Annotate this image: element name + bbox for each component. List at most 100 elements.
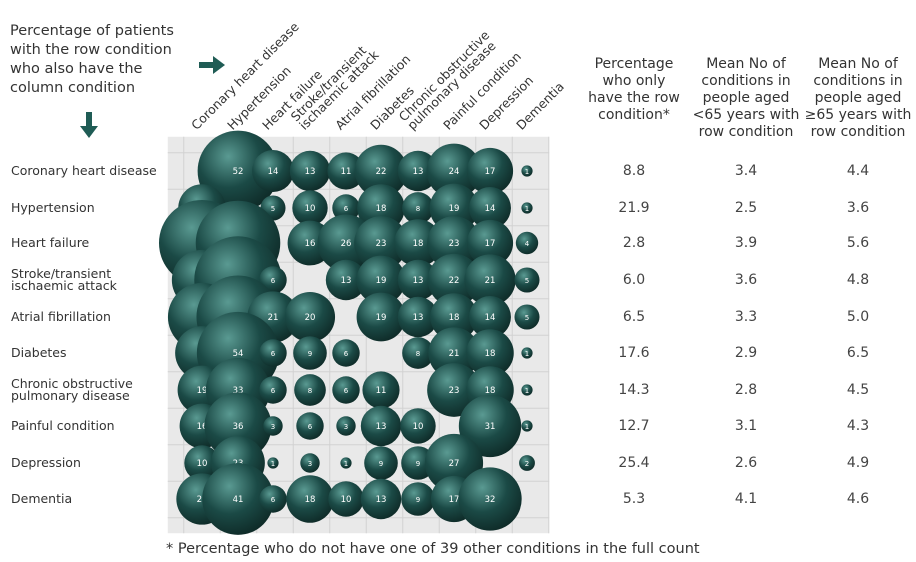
description-line: column condition: [10, 80, 136, 96]
arrow-right-icon: [199, 56, 225, 74]
stat-header-line: Percentage: [594, 56, 674, 72]
stat-value: 3.4: [734, 163, 758, 179]
bubble-value-label: 26: [341, 239, 352, 249]
bubble-value-label: 1: [271, 460, 275, 468]
bubble-value-label: 6: [344, 387, 349, 395]
stat-header-line: people aged: [702, 90, 790, 106]
bubble-value-label: 18: [485, 386, 496, 396]
bubble-value-label: 13: [413, 313, 424, 323]
bubble-value-label: 54: [233, 349, 244, 359]
bubble-mark: [356, 255, 406, 305]
stat-value: 4.1: [734, 491, 758, 507]
bubble-value-label: 21: [449, 349, 460, 359]
bubble-value-label: 32: [485, 495, 496, 505]
stat-value: 4.9: [846, 455, 870, 471]
bubble-value-label: 18: [413, 239, 424, 249]
bubble-mark: [252, 150, 294, 192]
bubble-value-label: 9: [416, 496, 420, 504]
bubble-value-label: 10: [197, 459, 208, 469]
row-label-line: Hypertension: [11, 200, 95, 215]
stat-header-line: Mean No of: [818, 56, 898, 72]
bubble-mark: [469, 296, 511, 338]
bubble-value-label: 5: [525, 314, 529, 322]
stat-value: 2.8: [622, 235, 646, 251]
bubble-value-label: 36: [233, 422, 244, 432]
bubble-mark: [325, 259, 367, 301]
bubble-mark: [354, 144, 408, 198]
stat-value: 12.7: [618, 418, 650, 434]
bubble-mark: [332, 339, 360, 367]
description-line: who also have the: [10, 61, 143, 77]
row-label: Diabetes: [11, 346, 67, 359]
bubble-mark: [402, 192, 434, 224]
row-label-line: Atrial fibrillation: [11, 309, 111, 324]
row-label-line: Heart failure: [11, 235, 90, 250]
bubble-mark: [354, 216, 408, 270]
bubble-value-label: 22: [376, 167, 387, 177]
bubble-value-label: 6: [271, 277, 276, 285]
row-label: Depression: [11, 456, 81, 469]
bubble-value-label: 6: [271, 350, 276, 358]
stat-header-line: who only: [602, 73, 666, 89]
chart-description: Percentage of patients with the row cond…: [10, 22, 210, 98]
stat-header-line: conditions in: [701, 73, 791, 89]
bubble-mark: [521, 347, 533, 359]
bubble-value-label: 18: [305, 495, 316, 505]
stat-header-line: <65 years with: [692, 107, 800, 123]
stat-value: 4.6: [846, 491, 870, 507]
bubble-value-label: 11: [376, 386, 387, 396]
bubble-value-label: 3: [344, 423, 348, 431]
bubble-mark: [259, 485, 287, 513]
bubble-mark: [394, 219, 442, 267]
bubble-mark: [427, 253, 481, 307]
bubble-value-label: 1: [525, 205, 529, 213]
stat-header-line: row condition: [698, 124, 794, 140]
stat-value: 4.5: [846, 382, 870, 398]
stat-header-line: ≥65 years with: [804, 107, 912, 123]
bubble-value-label: 6: [271, 496, 276, 504]
bubble-value-label: 8: [416, 205, 420, 213]
bubble-value-label: 10: [305, 204, 316, 214]
bubble-mark: [469, 187, 511, 229]
bubble-value-label: 6: [271, 387, 276, 395]
stat-value: 3.1: [734, 418, 758, 434]
bubble-mark: [289, 150, 331, 192]
description-line: Percentage of patients: [10, 23, 174, 39]
stat-header-line: row condition: [810, 124, 906, 140]
bubble-value-label: 13: [341, 276, 352, 286]
bubble-value-label: 3: [308, 460, 312, 468]
bubble-value-label: 9: [416, 460, 420, 468]
bubble-mark: [332, 194, 360, 222]
stat-value: 3.9: [734, 235, 758, 251]
bubble-value-label: 21: [268, 313, 279, 323]
bubble-value-label: 8: [308, 387, 312, 395]
bubble-mark: [300, 453, 320, 473]
bubble-mark: [402, 337, 434, 369]
bubble-mark: [332, 376, 360, 404]
bubble-mark: [263, 416, 283, 436]
bubble-mark: [430, 293, 478, 341]
bubble-mark: [328, 481, 364, 517]
bubble-mark: [466, 219, 514, 267]
bubble-value-label: 20: [305, 313, 316, 323]
stat-value: 4.4: [846, 163, 870, 179]
bubble-value-label: 23: [449, 386, 460, 396]
bubble-mark: [362, 371, 400, 409]
row-label-line: Painful condition: [11, 418, 115, 433]
bubble-value-label: 2: [525, 460, 529, 468]
bubble-mark: [397, 259, 439, 301]
bubble-value-label: 19: [449, 204, 460, 214]
bubble-value-label: 19: [197, 386, 208, 396]
stat-value: 3.3: [734, 309, 758, 325]
bubble-value-label: 18: [376, 204, 387, 214]
stat-value: 6.5: [622, 309, 646, 325]
bubble-value-label: 9: [308, 350, 312, 358]
bubble-mark: [521, 165, 533, 177]
bubble-value-label: 23: [449, 239, 460, 249]
stat-value: 2.8: [734, 382, 758, 398]
row-label-line: pulmonary disease: [11, 388, 130, 403]
bubble-mark: [464, 254, 516, 306]
bubble-mark: [427, 216, 481, 270]
bubble-value-label: 14: [268, 167, 279, 177]
